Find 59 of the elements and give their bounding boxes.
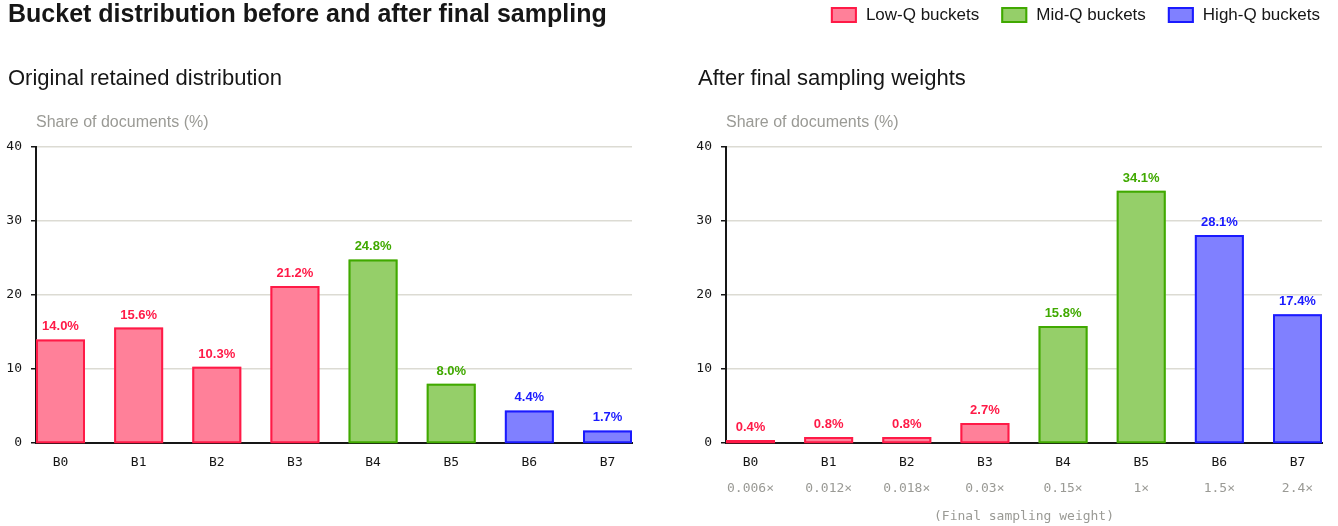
x-tick-label: B1 bbox=[130, 454, 147, 470]
data-label: 4.4% bbox=[514, 389, 545, 405]
x-tick-label: B2 bbox=[208, 454, 225, 470]
y-tick-label: 10 bbox=[6, 360, 22, 376]
data-label: 17.4% bbox=[1279, 293, 1317, 309]
y-tick-label: 30 bbox=[696, 212, 712, 228]
data-label: 21.2% bbox=[276, 265, 314, 281]
x-tick-label: B6 bbox=[521, 454, 538, 470]
x-tick-label: B0 bbox=[52, 454, 69, 470]
x-axis-title: (Final sampling weight) bbox=[933, 507, 1115, 523]
text: 0.03× bbox=[965, 480, 1005, 496]
data-label: 8.0% bbox=[436, 362, 467, 378]
legend-label: High-Q buckets bbox=[1202, 4, 1321, 24]
y-tick-label: 30 bbox=[6, 212, 22, 228]
legend-label: Mid-Q buckets bbox=[1036, 4, 1146, 24]
chart-title: Bucket distribution before and after final sampling bbox=[8, 0, 607, 27]
x-tick-label: B0 bbox=[742, 454, 759, 470]
x-tick-label: B7 bbox=[1289, 454, 1306, 470]
data-label: 15.8% bbox=[1044, 305, 1082, 321]
data-label: 2.7% bbox=[970, 402, 1001, 418]
y-tick-label: 10 bbox=[696, 360, 712, 376]
chart-subtitle: Original retained distribution bbox=[8, 65, 282, 91]
x-tick-label: B5 bbox=[1133, 454, 1150, 470]
text: 2.4× bbox=[1281, 480, 1314, 496]
x-tick-label: B4 bbox=[365, 454, 382, 470]
data-label: 15.6% bbox=[120, 306, 158, 322]
y-tick-label: 40 bbox=[696, 138, 712, 154]
text: 0.15× bbox=[1043, 480, 1083, 496]
y-axis-title: Share of documents (%) bbox=[36, 113, 209, 131]
text: 1× bbox=[1133, 480, 1150, 496]
y-axis-title: Share of documents (%) bbox=[726, 113, 899, 131]
data-label: 1.7% bbox=[592, 409, 623, 425]
data-label: 28.1% bbox=[1200, 214, 1239, 230]
text: 0.012× bbox=[805, 480, 853, 496]
x-tick-label: B6 bbox=[1211, 454, 1228, 470]
x-tick-label: B2 bbox=[898, 454, 915, 470]
y-tick-label: 20 bbox=[696, 286, 712, 302]
x-tick-label: B7 bbox=[599, 454, 616, 470]
x-tick-label: B3 bbox=[977, 454, 993, 470]
x-tick-label: B4 bbox=[1055, 454, 1072, 470]
y-tick-label: 0 bbox=[704, 434, 712, 450]
data-label: 0.4% bbox=[735, 419, 766, 435]
y-tick-label: 0 bbox=[14, 434, 22, 450]
x-tick-label: B5 bbox=[443, 454, 460, 470]
data-label: 34.1% bbox=[1122, 169, 1161, 185]
text: 1.5× bbox=[1203, 480, 1236, 496]
data-label: 0.8% bbox=[813, 416, 844, 432]
chart-subtitle: After final sampling weights bbox=[698, 65, 966, 91]
data-label: 0.8% bbox=[891, 416, 923, 432]
text: 0.018× bbox=[883, 480, 931, 496]
legend-label: Low-Q buckets bbox=[865, 4, 980, 24]
data-label: 10.3% bbox=[198, 345, 236, 361]
y-tick-label: 20 bbox=[6, 286, 22, 302]
x-tick-label: B1 bbox=[820, 454, 837, 470]
data-label: 24.8% bbox=[354, 238, 392, 254]
x-tick-label: B3 bbox=[287, 454, 303, 470]
data-label: 14.0% bbox=[42, 318, 80, 334]
text: 0.006× bbox=[727, 480, 774, 496]
y-tick-label: 40 bbox=[6, 138, 22, 154]
